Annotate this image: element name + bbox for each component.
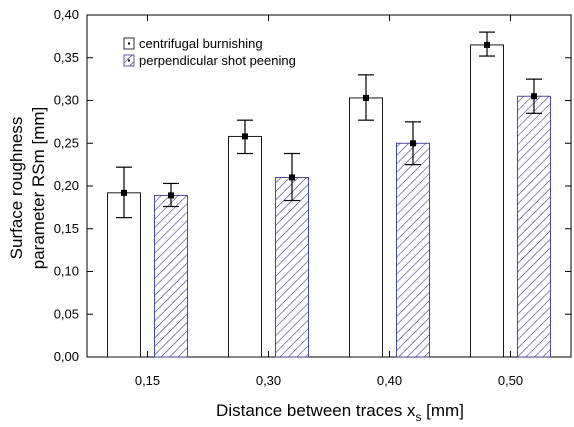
- y-tick-label: 0,25: [54, 135, 79, 150]
- mean-marker: [484, 41, 490, 48]
- x-tick-label: 0,15: [135, 373, 160, 388]
- x-axis-title-unit: [mm]: [421, 401, 464, 420]
- bar: [517, 95, 551, 358]
- y-tick-label: 0,00: [54, 349, 79, 364]
- mean-marker: [363, 94, 369, 101]
- y-tick-label: 0,30: [54, 93, 79, 108]
- x-tick-label: 0,50: [498, 373, 523, 388]
- legend-label-shot-peening: perpendicular shot peening: [139, 53, 296, 68]
- bar: [154, 194, 188, 358]
- x-tick-label: 0,40: [377, 373, 402, 388]
- y-axis-title-line2: parameter RSm [mm]: [29, 107, 48, 269]
- x-axis-title-subscript: s: [415, 410, 421, 424]
- bar: [228, 135, 262, 358]
- x-axis-title-main: Distance between traces x: [216, 401, 416, 420]
- mean-marker: [121, 189, 127, 196]
- bar: [107, 192, 141, 358]
- y-tick-label: 0,40: [54, 7, 79, 22]
- mean-marker: [410, 140, 416, 147]
- x-tick-label: 0,30: [256, 373, 281, 388]
- bar: [349, 97, 383, 358]
- legend-marker-centrifugal: [128, 42, 130, 45]
- legend: centrifugal burnishing perpendicular sho…: [123, 36, 296, 68]
- bars: [107, 44, 551, 358]
- y-tick-label: 0,05: [54, 306, 79, 321]
- y-axis-title-line1: Surface roughness: [7, 117, 26, 260]
- x-axis-title: Distance between traces xs [mm]: [216, 401, 464, 424]
- error-bars: [116, 31, 542, 219]
- bar: [275, 176, 309, 358]
- bar: [470, 44, 504, 358]
- mean-marker: [168, 192, 174, 199]
- bar: [396, 142, 430, 358]
- y-tick-label: 0,20: [54, 178, 79, 193]
- mean-marker: [242, 133, 248, 140]
- mean-marker: [289, 174, 295, 181]
- x-axis: 0,15 0,30 0,40 0,50: [135, 15, 523, 388]
- legend-marker-shot-peening: [128, 59, 130, 62]
- y-axis: 0,00 0,05 0,10 0,15 0,20 0,25 0,30 0,35 0,40: [54, 7, 571, 364]
- y-tick-label: 0,35: [54, 50, 79, 65]
- y-tick-label: 0,10: [54, 264, 79, 279]
- legend-label-centrifugal: centrifugal burnishing: [139, 36, 263, 51]
- mean-marker: [531, 93, 537, 100]
- y-tick-label: 0,15: [54, 221, 79, 236]
